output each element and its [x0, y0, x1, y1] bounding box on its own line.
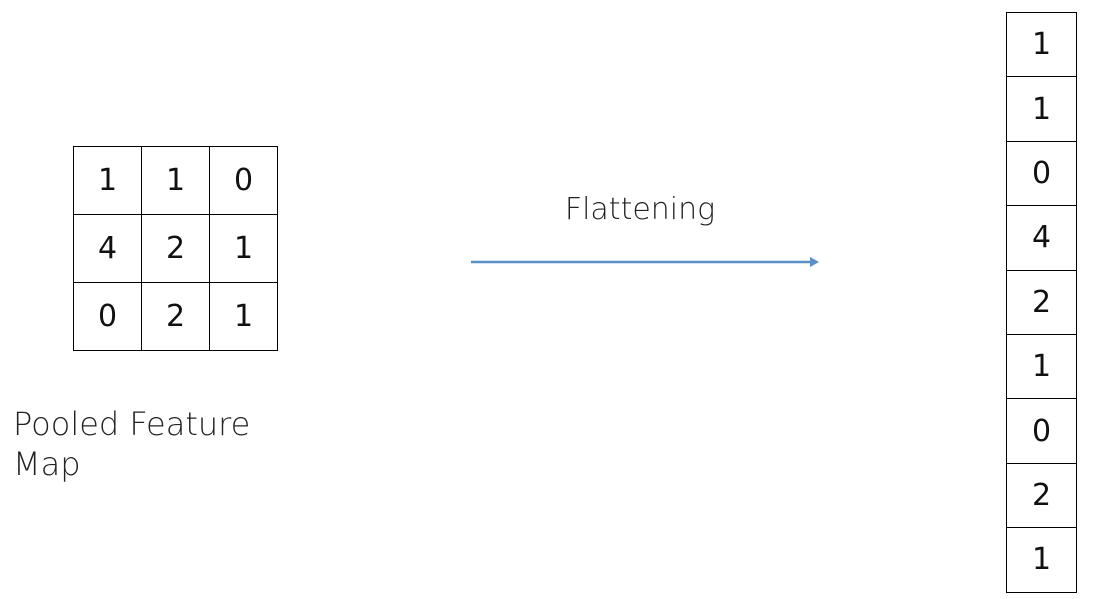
matrix-cell: 2 — [141, 282, 210, 351]
caption-line: Map — [13, 445, 81, 483]
vector-row: 1 — [1006, 527, 1077, 593]
pooled-feature-map-grid: 1 1 0 4 2 1 0 2 1 — [73, 146, 278, 351]
vector-cell: 0 — [1006, 140, 1077, 207]
caption-line: Pooled Feature — [13, 405, 251, 443]
vector-cell: 2 — [1006, 269, 1077, 335]
matrix-cell: 0 — [73, 282, 142, 351]
matrix-cell: 2 — [141, 214, 210, 283]
vector-row: 2 — [1006, 462, 1077, 529]
vector-cell: 1 — [1006, 333, 1077, 400]
flattened-vector-column: 1 1 0 4 2 1 0 2 1 — [1006, 11, 1077, 593]
vector-row: 1 — [1006, 333, 1077, 400]
vector-cell: 0 — [1006, 398, 1077, 464]
vector-row: 1 — [1006, 76, 1077, 142]
matrix-cell: 1 — [209, 214, 278, 283]
vector-cell: 1 — [1006, 11, 1077, 78]
matrix-cell: 1 — [73, 146, 142, 215]
matrix-row: 0 2 1 — [73, 282, 278, 351]
vector-cell: 1 — [1006, 76, 1077, 142]
flattening-arrow-icon — [471, 257, 819, 267]
vector-cell: 1 — [1006, 527, 1077, 593]
flattening-label: Flattening — [564, 192, 716, 227]
matrix-row: 4 2 1 — [73, 214, 278, 283]
matrix-cell: 4 — [73, 214, 142, 283]
vector-row: 0 — [1006, 398, 1077, 464]
vector-row: 0 — [1006, 140, 1077, 207]
vector-row: 1 — [1006, 11, 1077, 78]
matrix-cell: 0 — [209, 146, 278, 215]
pooled-feature-map-caption: Pooled Feature Map — [13, 404, 313, 484]
vector-cell: 4 — [1006, 205, 1077, 271]
vector-row: 2 — [1006, 269, 1077, 335]
vector-cell: 2 — [1006, 462, 1077, 529]
matrix-row: 1 1 0 — [73, 146, 278, 215]
vector-row: 4 — [1006, 205, 1077, 271]
matrix-cell: 1 — [209, 282, 278, 351]
matrix-cell: 1 — [141, 146, 210, 215]
